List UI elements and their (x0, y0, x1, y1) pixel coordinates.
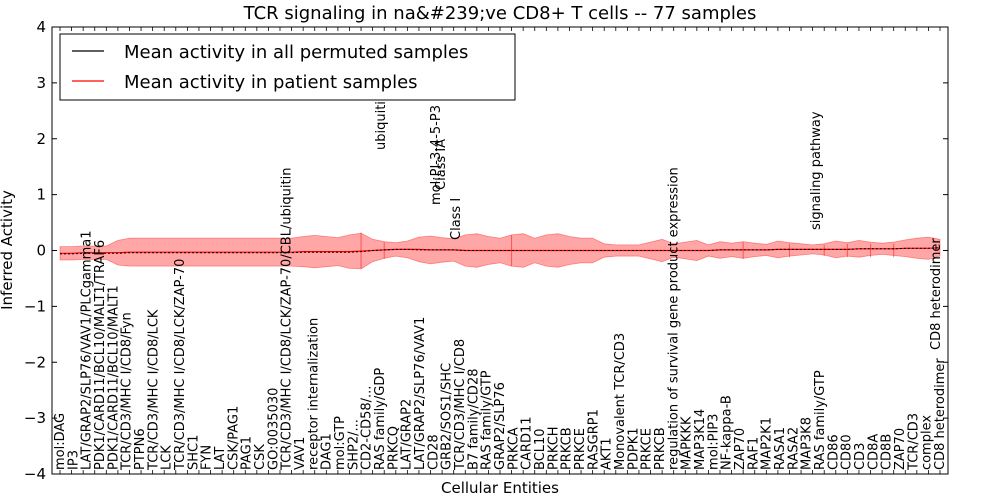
legend-patient-label: Mean activity in patient samples (124, 72, 418, 93)
permuted-mean-line (60, 247, 941, 255)
y-tick-label: 0 (36, 242, 46, 260)
annotation-label: ubiquitin (374, 93, 389, 150)
y-tick-label: 2 (36, 130, 46, 148)
entity-label: RAF1 (746, 437, 761, 470)
entity-label: MAP3K8 (800, 417, 815, 470)
entity-label: SHC1 (186, 435, 201, 470)
entity-label: ZAP70 (733, 428, 748, 470)
annotation-label: mol:PI-3-4-5-P3 (429, 105, 444, 205)
entity-label: B7 family/CD28 (466, 368, 481, 469)
annotation-label: signaling pathway (809, 111, 824, 230)
entity-label: PRKCB (653, 427, 668, 470)
entity-label: TCR/CD3 (906, 413, 921, 471)
entity-label: ZAP70 (893, 428, 908, 470)
entity-label: CD28 (426, 434, 441, 470)
entity-label: mol:PIP3 (706, 414, 721, 470)
entity-label: MAP3K14 (693, 409, 708, 470)
entity-label: CD8 heterodimer (933, 358, 948, 470)
entity-label: PTPN6 (133, 428, 148, 470)
entity-label: LAT/GRAP2/SLP76/VAV1 (413, 317, 428, 470)
entity-label: RAS family/GTP (480, 370, 495, 470)
entity-label: CD8B (880, 434, 895, 470)
entity-label: LCK (160, 445, 175, 470)
x-axis-label: Cellular Entities (441, 479, 559, 497)
legend-permuted-label: Mean activity in all permuted samples (124, 42, 468, 63)
entity-label: PDK1/CARD11/BCL10/MALT1/TRAF6 (93, 240, 108, 470)
legend: Mean activity in all permuted samples Me… (59, 33, 516, 101)
entity-label: PRKCQ (386, 426, 401, 470)
entity-label: DAG1 (320, 433, 335, 470)
entity-label: LAT/GRAP2/SLP76/VAV1/PLCgamma1 (80, 230, 95, 470)
entity-label: TCR/CD3/MHC I/CD8/LCK/ZAP-70 (173, 259, 188, 471)
entity-label: FYN (200, 445, 215, 470)
entity-label: RAS family/GTP (813, 370, 828, 470)
entity-label: PRKCH (546, 426, 561, 470)
y-tick-label: 4 (36, 18, 46, 36)
y-tick-label: −1 (24, 297, 46, 315)
entity-label: CD80 (840, 434, 855, 470)
entity-label: GRB2/SOS1/SHC (440, 363, 455, 470)
entity-label: TCR/CD3/MHC I/CD8 (453, 339, 468, 471)
entity-label: IP3 (66, 450, 81, 470)
entity-label: PRKCA (506, 427, 521, 470)
annotation-label: Class I (449, 198, 464, 240)
annotation-label: CD8 heterodimer (929, 238, 944, 350)
entity-label: AKT1 (600, 437, 615, 470)
entity-label: BCL10 (533, 428, 548, 470)
entity-label: GRAP2/SLP76 (493, 382, 508, 470)
entity-label: TCR/CD3/MHC I/CD8/LCK (146, 309, 161, 471)
entity-label: LAT/GRAP2 (400, 399, 415, 470)
entity-label: MAP2K1 (760, 417, 775, 470)
entity-label: NF-kappa-B (720, 395, 735, 470)
entity-label: SHP2/... (346, 419, 361, 470)
y-tick-label: −3 (24, 409, 46, 427)
annotation-label: Class IA (434, 139, 449, 190)
entity-label: RAS family/GDP (373, 368, 388, 470)
entity-label: PDPK1 (626, 427, 641, 470)
entity-label: VAV1 (293, 437, 308, 470)
plot-area: −4−3−2−101234mol:DAGIP3LAT/GRAP2/SLP76/V… (24, 18, 949, 483)
y-tick-label: 1 (36, 186, 46, 204)
entity-label: CD8A (866, 434, 881, 470)
entity-label: MAPKKK (680, 416, 695, 470)
entity-label: CSK/PAG1 (226, 406, 241, 470)
entity-label: PAG1 (240, 436, 255, 470)
entity-label: CARD11 (520, 416, 535, 470)
entity-label: RASGRP1 (586, 409, 601, 470)
entity-label: Monovalent TCR/CD3 (613, 333, 628, 470)
entity-label: PRKCE (640, 428, 655, 470)
entity-label: TCR/CD3/MHC I/CD8/LCK/ZAP-70/CBL/ubiquit… (280, 168, 295, 472)
legend-box (59, 33, 516, 101)
entity-label: GO:0035030 (266, 388, 281, 470)
entity-label: CD3 (853, 443, 868, 470)
y-axis-label: Inferred Activity (0, 190, 16, 310)
entity-label: complex (920, 415, 935, 470)
chart-title: TCR signaling in na&#239;ve CD8+ T cells… (243, 3, 757, 24)
y-tick-label: 3 (36, 74, 46, 92)
entity-label: receptor internalization (306, 318, 321, 470)
entity-label: mol:DAG (53, 413, 68, 470)
entity-label: CD2-CD58/... (360, 386, 375, 470)
entity-label: CSK (253, 444, 268, 470)
entity-label: RASA2 (786, 427, 801, 470)
entity-label: PRKCE (573, 428, 588, 470)
y-tick-label: −2 (24, 353, 46, 371)
y-tick-label: −4 (24, 465, 46, 483)
entity-label: CD86 (826, 434, 841, 470)
entity-label: PDK1/CARD11/BCL10/MALT1 (106, 285, 121, 470)
entity-label: TCR/CD3/MHC I/CD8/Fyn (120, 312, 135, 471)
entity-label: mol:GTP (333, 416, 348, 470)
entity-label: PRKCB (560, 427, 575, 470)
entity-label: LAT (213, 447, 228, 470)
entity-label: RASA1 (773, 427, 788, 470)
entity-label: regulation of survival gene product expr… (666, 167, 681, 470)
